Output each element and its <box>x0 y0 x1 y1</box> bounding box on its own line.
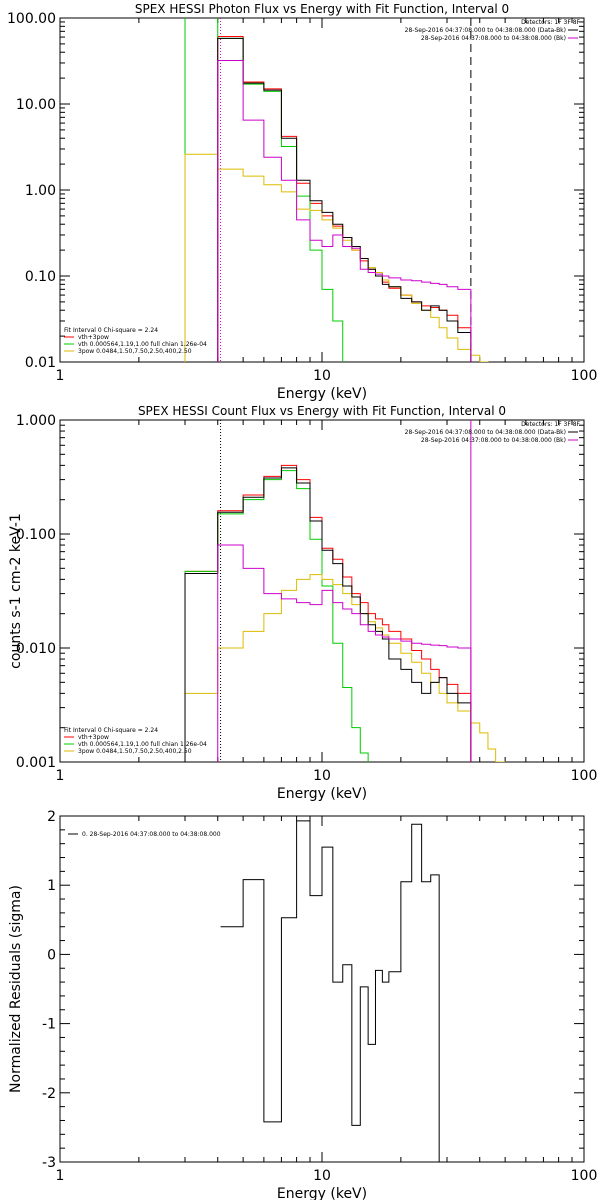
legend-title: Detectors: 1F 3F 8F <box>521 421 580 428</box>
plot-area <box>184 420 506 762</box>
series-3pow <box>184 574 506 762</box>
plot-area <box>184 18 489 362</box>
series-bk <box>217 544 472 762</box>
series-bk <box>217 60 472 362</box>
y-tick-label: 0.100 <box>16 527 56 543</box>
legend-entry-label: vth+3pow <box>78 734 109 741</box>
y-tick-label: 100.00 <box>7 11 56 27</box>
x-axis-label: Energy (keV) <box>277 786 367 802</box>
legend-entry-label: 3pow 0.0484,1.50,7.50,2.50,400,2.50 <box>78 748 192 755</box>
x-axis-label: Energy (keV) <box>277 1186 367 1200</box>
chart-title: SPEX HESSI Count Flux vs Energy with Fit… <box>138 404 506 418</box>
legend-entry-label: 28-Sep-2016 04:37:08.000 to 04:38:08.000… <box>405 27 566 34</box>
legend-entry-label: 28-Sep-2016 04:37:08.000 to 04:38:08.000… <box>421 35 566 42</box>
y-tick-label: 1.00 <box>25 183 56 199</box>
x-tick-label: 1 <box>56 368 65 384</box>
plot-frame <box>59 17 585 363</box>
legend-entry-label: vth 0.000564,1.19,1.00 full chian 1.26e-… <box>78 741 207 748</box>
y-axis-label: Normalized Residuals (sigma) <box>8 885 24 1093</box>
x-tick-label: 100 <box>571 368 598 384</box>
x-tick-label: 1 <box>56 1168 65 1184</box>
y-tick-label: 2 <box>47 809 56 825</box>
legend-entry-label: vth 0.000564,1.19,1.00 full chian 1.26e-… <box>78 341 207 348</box>
y-tick-label: -1 <box>42 1017 56 1033</box>
legend-entry-label: 0. 28-Sep-2016 04:37:08.000 to 04:38:08.… <box>82 831 221 838</box>
y-tick-label: 1.000 <box>16 413 56 429</box>
legend-title: Detectors: 1F 3F 8F <box>521 19 580 26</box>
x-tick-label: 10 <box>313 368 331 384</box>
series-data-bk <box>184 467 472 762</box>
chart-panel-3: 1 10 100 -3 -2 -1 0 1 2 Energy (keV) Normalized Re… <box>8 809 597 1200</box>
fit-legend-title: Fit Interval 0 Chi-square = 2.24 <box>64 727 158 734</box>
legend-entry-label: 28-Sep-2016 04:37:08.000 to 04:38:08.000… <box>405 429 566 436</box>
legend-entry-label: 3pow 0.0484,1.50,7.50,2.50,400,2.50 <box>78 348 192 355</box>
y-tick-label: -2 <box>42 1086 56 1102</box>
series-vth <box>184 470 369 762</box>
chart-panel-1: SPEX HESSI Photon Flux vs Energy with Fi… <box>7 2 598 402</box>
chart-panel-2: SPEX HESSI Count Flux vs Energy with Fit… <box>8 404 597 802</box>
plot-area <box>220 820 471 1162</box>
series-3pow <box>184 153 489 362</box>
y-tick-label: -3 <box>42 1155 56 1171</box>
x-tick-label: 10 <box>313 768 331 784</box>
y-tick-label: 0.01 <box>25 355 56 371</box>
x-tick-label: 1 <box>56 768 65 784</box>
y-tick-label: 0.001 <box>16 755 56 771</box>
legend-entry-label: vth+3pow <box>78 334 109 341</box>
series-data-bk <box>217 37 472 362</box>
series-vth-3pow <box>184 464 472 762</box>
y-tick-label: 10.00 <box>16 97 56 113</box>
y-axis-label: counts s-1 cm-2 keV-1 <box>8 513 24 669</box>
fit-legend-title: Fit Interval 0 Chi-square = 2.24 <box>64 327 158 334</box>
y-tick-label: 0.010 <box>16 641 56 657</box>
chart-title: SPEX HESSI Photon Flux vs Energy with Fi… <box>135 2 509 16</box>
x-tick-label: 10 <box>313 1168 331 1184</box>
y-tick-label: 1 <box>47 878 56 894</box>
x-tick-label: 100 <box>571 768 598 784</box>
series-0-28-sep-2016-04-37-08-000-to-04-38-08-000 <box>220 820 471 1162</box>
x-axis-label: Energy (keV) <box>277 386 367 402</box>
series-vth <box>184 18 344 362</box>
series-vth-3pow <box>217 35 472 362</box>
y-tick-label: 0 <box>47 947 56 963</box>
x-tick-label: 100 <box>571 1168 598 1184</box>
y-tick-label: 0.10 <box>25 269 56 285</box>
legend-entry-label: 28-Sep-2016 04:37:08.000 to 04:38:08.000… <box>421 437 566 444</box>
